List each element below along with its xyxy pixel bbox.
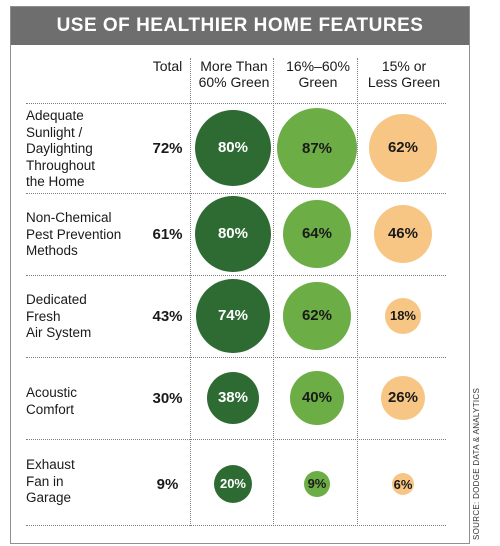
total-value-exhaust: 9% bbox=[156, 476, 179, 493]
row-label-line: Fresh bbox=[26, 308, 61, 324]
row-divider-4 bbox=[26, 439, 446, 440]
column-divider-3 bbox=[357, 58, 358, 526]
row-label-exhaust: Exhaust Fan in Garage bbox=[26, 457, 75, 507]
column-header-high-line2: 60% Green bbox=[198, 74, 270, 90]
row-label-line: Comfort bbox=[26, 401, 75, 417]
row-label-fresh-air: Dedicated Fresh Air System bbox=[26, 292, 91, 342]
column-header-high: More Than 60% Green bbox=[195, 58, 273, 90]
bubble-mid-green: 62% bbox=[283, 282, 351, 350]
total-value-fresh-air: 43% bbox=[152, 308, 183, 325]
bubble-low-green: 62% bbox=[369, 114, 437, 182]
column-header-mid-line1: 16%–60% bbox=[286, 58, 350, 74]
bubble-value-label: 80% bbox=[217, 225, 248, 243]
column-header-low: 15% or Less Green bbox=[362, 58, 446, 90]
row-label-line: Methods bbox=[26, 243, 78, 258]
row-label-line: Air System bbox=[26, 325, 92, 340]
bubble-mid-green: 40% bbox=[289, 370, 345, 426]
row-label-line: the Home bbox=[26, 174, 85, 189]
bubble-mid-green: 64% bbox=[282, 199, 352, 269]
bubble-value-label: 18% bbox=[389, 308, 416, 324]
row-label-line: Dedicated bbox=[26, 292, 87, 307]
row-label-line: Garage bbox=[26, 490, 72, 505]
bubble-low-green: 26% bbox=[381, 376, 425, 420]
bubble-mid-green: 87% bbox=[277, 108, 357, 188]
row-label-sunlight: Adequate Sunlight / Daylighting Througho… bbox=[26, 108, 95, 191]
bubble-value-label: 6% bbox=[393, 476, 413, 492]
row-label-acoustic: Acoustic Comfort bbox=[26, 385, 77, 418]
row-label-line: Daylighting bbox=[26, 141, 93, 156]
bubble-high-green: 74% bbox=[196, 279, 270, 353]
row-label-line: Exhaust bbox=[26, 457, 75, 472]
bubble-high-green: 38% bbox=[206, 371, 260, 425]
bubble-value-label: 64% bbox=[301, 225, 332, 243]
bubble-value-label: 9% bbox=[307, 476, 327, 492]
column-header-mid: 16%–60% Green bbox=[278, 58, 358, 90]
bubble-high-green: 80% bbox=[194, 195, 272, 273]
total-value-pest: 61% bbox=[152, 226, 183, 243]
bubble-value-label: 87% bbox=[301, 139, 333, 157]
bubble-value-label: 26% bbox=[387, 389, 418, 407]
column-header-total: Total bbox=[145, 58, 190, 74]
bubble-high-green: 20% bbox=[213, 464, 253, 504]
column-header-total-text: Total bbox=[152, 58, 183, 74]
bubble-low-green: 6% bbox=[392, 473, 414, 495]
chart-title: USE OF HEALTHIER HOME FEATURES bbox=[11, 7, 469, 45]
row-divider-1 bbox=[26, 193, 446, 194]
total-value-sunlight: 72% bbox=[152, 140, 183, 157]
bubble-value-label: 62% bbox=[301, 307, 332, 325]
row-label-pest: Non-Chemical Pest Prevention Methods bbox=[26, 210, 121, 260]
column-divider-1 bbox=[190, 58, 191, 526]
row-label-line: Non-Chemical bbox=[26, 210, 112, 225]
row-label-line: Acoustic bbox=[26, 385, 78, 400]
column-header-mid-line2: Green bbox=[298, 74, 338, 90]
bubble-value-label: 38% bbox=[217, 389, 248, 407]
bubble-value-label: 80% bbox=[217, 139, 248, 157]
chart-frame: USE OF HEALTHIER HOME FEATURES bbox=[10, 6, 470, 544]
bubble-value-label: 40% bbox=[301, 389, 332, 407]
row-label-line: Pest Prevention bbox=[26, 226, 122, 242]
row-divider-3 bbox=[26, 357, 446, 358]
column-header-low-line2: Less Green bbox=[367, 74, 441, 90]
bubble-value-label: 74% bbox=[217, 307, 248, 325]
row-divider-5 bbox=[26, 525, 446, 526]
bubble-low-green: 18% bbox=[384, 297, 422, 335]
bubble-value-label: 20% bbox=[219, 476, 246, 492]
bubble-value-label: 62% bbox=[387, 139, 418, 157]
column-header-high-line1: More Than bbox=[200, 58, 268, 74]
bubble-mid-green: 9% bbox=[304, 471, 330, 497]
row-divider-0 bbox=[26, 103, 446, 104]
row-label-line: Throughout bbox=[26, 157, 96, 173]
bubble-low-green: 46% bbox=[373, 204, 433, 264]
column-divider-2 bbox=[273, 58, 274, 526]
source-note: SOURCE: DODGE DATA & ANALYTICS bbox=[472, 387, 481, 540]
row-divider-2 bbox=[26, 275, 446, 276]
row-label-line: Sunlight / bbox=[26, 124, 83, 140]
total-value-acoustic: 30% bbox=[152, 390, 183, 407]
column-header-low-line1: 15% or bbox=[381, 58, 427, 74]
row-label-line: Fan in bbox=[26, 473, 64, 489]
bubble-high-green: 80% bbox=[194, 109, 272, 187]
row-label-line: Adequate bbox=[26, 108, 84, 123]
bubble-value-label: 46% bbox=[387, 225, 418, 243]
